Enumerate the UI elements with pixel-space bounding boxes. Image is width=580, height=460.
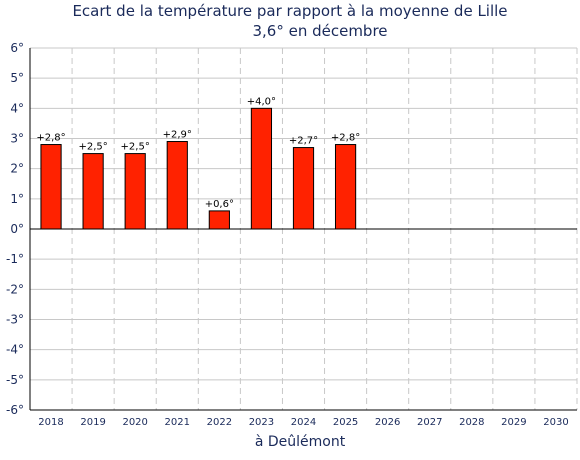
data-label: +4,0° (247, 96, 276, 107)
y-tick-label: -4° (6, 343, 24, 357)
data-label: +2,8° (36, 133, 65, 144)
y-tick-label: 5° (10, 71, 24, 85)
data-label: +2,7° (289, 136, 318, 147)
x-tick-label: 2028 (459, 417, 484, 428)
x-tick-label: 2027 (417, 417, 442, 428)
bar (250, 107, 273, 230)
data-label: +2,9° (163, 130, 192, 141)
x-tick-label: 2025 (333, 417, 358, 428)
data-label: +0,6° (205, 199, 234, 210)
chart-title: Ecart de la température par rapport à la… (72, 2, 508, 20)
y-tick-label: -3° (6, 313, 24, 327)
y-tick-label: 3° (10, 132, 24, 146)
bar (208, 210, 230, 230)
data-label: +2,5° (78, 142, 107, 153)
x-tick-label: 2018 (38, 417, 63, 428)
y-tick-label: 0° (10, 222, 24, 236)
data-label: +2,8° (331, 133, 360, 144)
x-tick-label: 2022 (207, 417, 232, 428)
x-axis-label: à Deûlémont (254, 434, 346, 450)
bar (292, 147, 315, 230)
x-tick-label: 2020 (122, 417, 147, 428)
x-tick-label: 2021 (165, 417, 190, 428)
x-tick-label: 2024 (291, 417, 316, 428)
y-tick-label: -5° (6, 373, 24, 387)
y-tick-label: 2° (10, 162, 24, 176)
x-tick-label: 2019 (80, 417, 105, 428)
y-tick-label: 4° (10, 101, 24, 115)
data-label: +2,5° (121, 142, 150, 153)
y-tick-label: -6° (6, 403, 24, 417)
chart-subtitle: 3,6° en décembre (252, 22, 388, 40)
bar (40, 144, 62, 230)
bar (334, 144, 357, 230)
y-tick-label: 1° (10, 192, 24, 206)
y-tick-label: -1° (6, 252, 24, 266)
bar (82, 153, 104, 230)
x-tick-label: 2029 (501, 417, 526, 428)
bar (166, 141, 188, 230)
bar (124, 153, 146, 230)
x-tick-label: 2030 (543, 417, 568, 428)
y-tick-label: 6° (10, 41, 24, 55)
x-tick-label: 2026 (375, 417, 400, 428)
y-tick-label: -2° (6, 282, 24, 296)
x-tick-label: 2023 (249, 417, 274, 428)
